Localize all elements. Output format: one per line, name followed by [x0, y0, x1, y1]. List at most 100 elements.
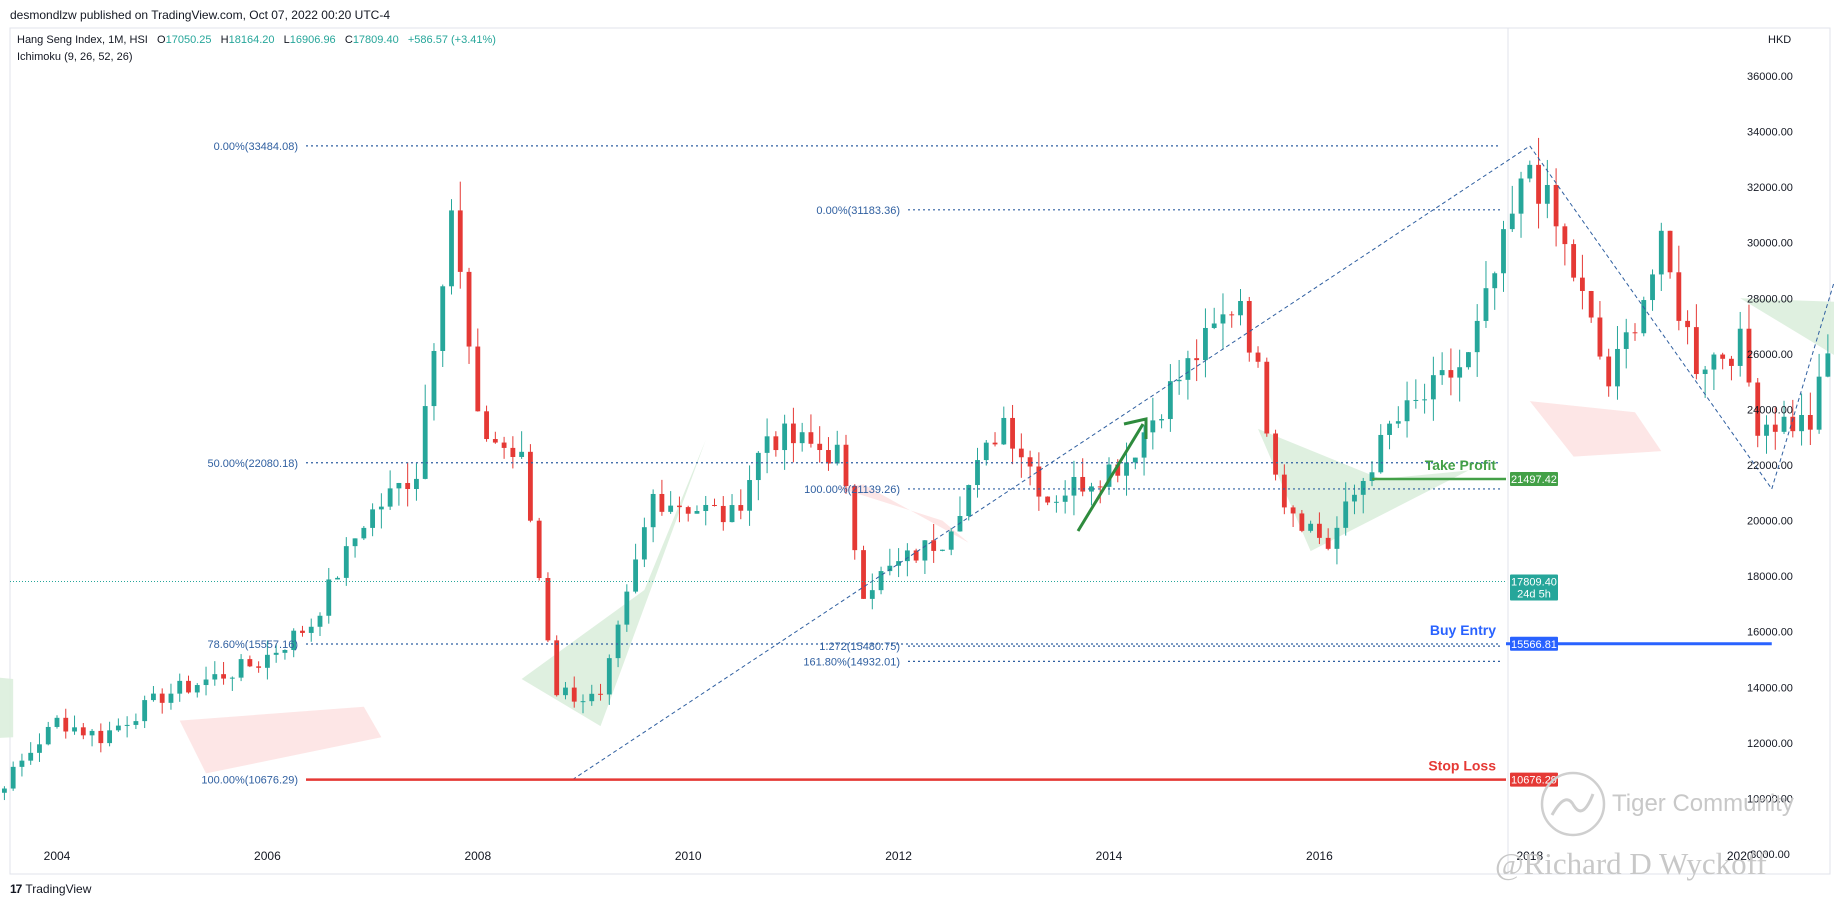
- candle-body: [63, 717, 69, 732]
- candle-body: [519, 451, 525, 457]
- candle-body: [142, 700, 148, 722]
- fib-level-label: 100.00%(21139.26): [804, 484, 900, 496]
- candle-body: [1027, 457, 1033, 467]
- y-tick-label: 16000.00: [1747, 627, 1793, 639]
- candle-body: [878, 571, 884, 591]
- x-tick-label: 2004: [44, 849, 71, 863]
- candle-body: [361, 527, 367, 539]
- candle-body: [966, 485, 972, 517]
- cloud-bearish: [837, 484, 969, 543]
- candle-body: [1352, 494, 1357, 502]
- candle-body: [1097, 486, 1103, 488]
- y-tick-label: 10000.00: [1747, 793, 1793, 805]
- candle-body: [440, 286, 446, 351]
- candle-body: [1492, 273, 1498, 289]
- candle-body: [782, 423, 788, 451]
- candle-body: [869, 590, 875, 599]
- candle-body: [580, 701, 586, 703]
- candle-body: [1711, 354, 1717, 370]
- candle-body: [422, 406, 428, 479]
- candle-body: [72, 727, 77, 732]
- candle-body: [545, 578, 551, 641]
- fib-trend-line: [572, 145, 1531, 781]
- candle-body: [1816, 376, 1822, 430]
- y-tick-label: 36000.00: [1747, 71, 1793, 83]
- candle-body: [1615, 348, 1620, 387]
- high-value: 18164.20: [228, 34, 275, 46]
- candle-body: [133, 721, 139, 725]
- candle-body: [1404, 400, 1410, 422]
- candle-body: [983, 442, 989, 461]
- candle-body: [712, 504, 717, 506]
- candle-body: [1632, 332, 1638, 334]
- candle-body: [335, 577, 340, 580]
- y-tick-label: 28000.00: [1747, 293, 1793, 305]
- current-price-badge-sub: 24d 5h: [1517, 588, 1551, 600]
- candle-body: [1273, 433, 1278, 475]
- candle-body: [457, 210, 463, 272]
- x-tick-label: 2018: [1516, 849, 1543, 863]
- candle-body: [1772, 424, 1778, 432]
- tradingview-logo[interactable]: 17 TradingView: [10, 882, 91, 896]
- fib-level-label: 0.00%(33484.08): [214, 141, 298, 153]
- candle-body: [405, 482, 411, 490]
- candle-body: [203, 679, 209, 686]
- buy-entry-badge: [1510, 636, 1558, 651]
- candle-body: [1010, 417, 1015, 449]
- y-tick-label: 26000.00: [1747, 349, 1793, 361]
- candle-body: [484, 411, 489, 440]
- candle-body: [317, 615, 323, 627]
- candle-body: [28, 752, 34, 761]
- candle-body: [1089, 486, 1094, 492]
- candle-body: [861, 550, 866, 599]
- candle-body: [1053, 501, 1059, 503]
- candle-body: [1343, 501, 1349, 528]
- candle-body: [326, 579, 332, 616]
- candle-body: [343, 546, 349, 578]
- arrow-head-icon: [1123, 417, 1148, 439]
- candle-body: [1159, 419, 1165, 421]
- candle-body: [887, 565, 893, 572]
- candle-body: [1641, 300, 1647, 334]
- candle-body: [291, 630, 297, 650]
- candle-body: [1720, 354, 1726, 359]
- candle-body: [1650, 274, 1655, 301]
- candle-body: [904, 550, 910, 562]
- cloud-bearish: [1529, 401, 1662, 457]
- candle-body: [1571, 244, 1577, 278]
- candle-body: [1387, 423, 1392, 435]
- candle-body: [1790, 416, 1796, 432]
- candle-body: [168, 693, 174, 703]
- candle-body: [510, 447, 516, 457]
- candle-body: [1211, 323, 1217, 328]
- candle-body: [501, 442, 507, 448]
- fib-level-label: 161.80%(14932.01): [803, 656, 900, 668]
- candle-body: [1308, 523, 1314, 531]
- candle-body: [1325, 537, 1331, 549]
- candle-body: [1246, 300, 1252, 353]
- candle-body: [615, 624, 621, 659]
- take-profit-badge-label: 21497.42: [1511, 474, 1557, 486]
- candle-body: [1536, 164, 1541, 204]
- fib-level-label: 78.60%(15557.16): [207, 639, 298, 651]
- price-axis: 8000.00 10000.00 12000.00 14000.00 16000.00 1…: [1747, 71, 1793, 861]
- candle-body: [1755, 382, 1761, 436]
- indicator-legend[interactable]: Ichimoku (9, 26, 52, 26): [17, 51, 133, 63]
- candle-body: [1264, 361, 1270, 434]
- cloud-bullish: [0, 677, 14, 738]
- candle-body: [212, 674, 218, 680]
- candle-body: [571, 687, 577, 702]
- fib-level-label: 0.00%(31183.36): [816, 205, 900, 217]
- candle-body: [1220, 314, 1226, 324]
- candle-body: [843, 444, 849, 487]
- candle-body: [194, 685, 200, 693]
- candle-body: [694, 511, 700, 514]
- candle-body: [221, 674, 226, 679]
- candle-body: [773, 436, 779, 451]
- y-tick-label: 32000.00: [1747, 182, 1793, 194]
- candle-body: [1457, 367, 1463, 378]
- candle-body: [624, 591, 630, 625]
- candle-body: [834, 444, 840, 464]
- candle-body: [431, 350, 437, 407]
